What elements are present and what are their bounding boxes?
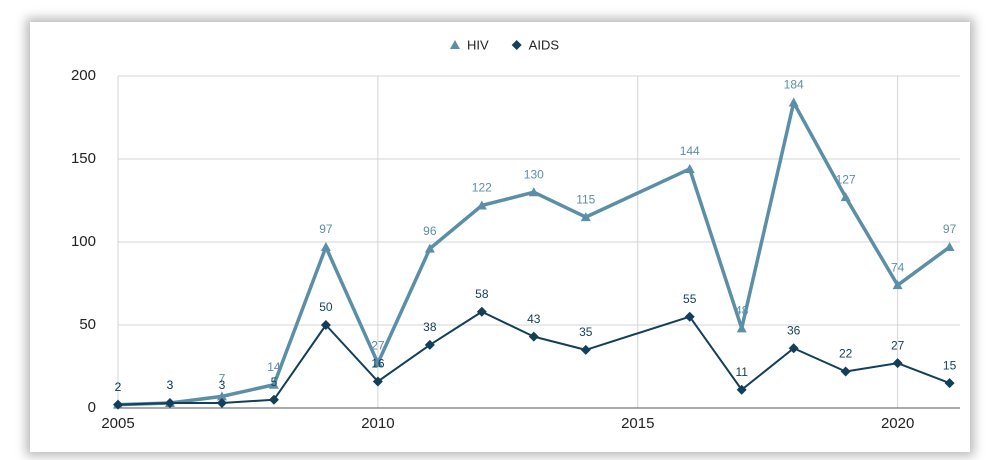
point bbox=[164, 398, 175, 409]
y-tick-label: 50 bbox=[79, 316, 96, 333]
point bbox=[424, 339, 435, 350]
data-label: 97 bbox=[943, 222, 957, 236]
data-label: 184 bbox=[784, 78, 804, 92]
data-label: 3 bbox=[167, 378, 174, 392]
data-label: 130 bbox=[524, 167, 544, 181]
point bbox=[528, 187, 539, 197]
data-label: 38 bbox=[423, 320, 437, 334]
point bbox=[511, 40, 522, 50]
chart-card bbox=[30, 22, 970, 452]
y-tick-label: 150 bbox=[71, 150, 96, 167]
data-label: 55 bbox=[683, 292, 697, 306]
point bbox=[372, 376, 383, 387]
x-tick-label: 2015 bbox=[621, 415, 654, 432]
x-tick-label: 2010 bbox=[361, 415, 394, 432]
point bbox=[528, 331, 539, 342]
data-label: 122 bbox=[472, 181, 492, 195]
point bbox=[684, 163, 695, 173]
point bbox=[424, 243, 435, 253]
data-label: 127 bbox=[836, 172, 856, 186]
point bbox=[944, 241, 955, 251]
legend-label: HIV bbox=[467, 37, 489, 52]
point bbox=[944, 378, 955, 389]
point bbox=[216, 398, 227, 409]
point bbox=[736, 384, 747, 395]
point bbox=[216, 391, 227, 401]
point bbox=[476, 200, 487, 210]
point bbox=[580, 344, 591, 355]
point bbox=[788, 343, 799, 354]
legend-label: AIDS bbox=[529, 37, 560, 52]
point bbox=[113, 399, 123, 410]
data-label: 115 bbox=[576, 192, 595, 206]
x-tick-label: 2020 bbox=[881, 415, 914, 432]
data-label: 2 bbox=[115, 380, 122, 394]
point bbox=[892, 280, 903, 290]
data-label: 97 bbox=[319, 222, 333, 236]
point bbox=[268, 394, 279, 405]
point bbox=[840, 366, 851, 377]
series-line bbox=[117, 100, 951, 407]
point bbox=[450, 40, 460, 49]
data-label: 50 bbox=[319, 300, 333, 314]
point bbox=[892, 358, 903, 369]
data-label: 58 bbox=[475, 287, 489, 301]
point bbox=[840, 192, 851, 202]
data-label: 15 bbox=[943, 358, 957, 372]
point bbox=[684, 311, 695, 322]
data-label: 144 bbox=[680, 144, 700, 158]
data-label: 3 bbox=[219, 378, 226, 392]
point bbox=[736, 323, 747, 333]
data-label: 96 bbox=[423, 224, 437, 238]
point bbox=[320, 320, 331, 330]
x-tick-label: 2005 bbox=[101, 415, 134, 432]
y-tick-label: 0 bbox=[88, 399, 96, 416]
series-line bbox=[117, 310, 950, 406]
data-label: 11 bbox=[735, 365, 748, 379]
data-label: 74 bbox=[891, 260, 905, 274]
data-label: 5 bbox=[271, 375, 278, 389]
y-tick-label: 200 bbox=[71, 67, 96, 84]
point bbox=[268, 379, 279, 389]
data-label: 48 bbox=[735, 303, 749, 317]
data-label: 3 bbox=[167, 378, 174, 392]
data-label: 43 bbox=[527, 312, 541, 326]
point bbox=[372, 358, 383, 368]
point bbox=[580, 212, 591, 222]
y-tick-label: 100 bbox=[71, 233, 96, 250]
point bbox=[476, 306, 487, 317]
data-label: 7 bbox=[219, 372, 226, 386]
data-label: 35 bbox=[579, 325, 593, 339]
data-label: 2 bbox=[115, 380, 122, 394]
point bbox=[320, 241, 331, 251]
data-label: 27 bbox=[371, 338, 385, 352]
data-label: 16 bbox=[371, 357, 385, 371]
data-label: 22 bbox=[839, 347, 853, 361]
data-label: 14 bbox=[267, 360, 281, 374]
data-label: 36 bbox=[787, 323, 801, 337]
data-label: 27 bbox=[891, 338, 905, 352]
point bbox=[788, 97, 799, 107]
